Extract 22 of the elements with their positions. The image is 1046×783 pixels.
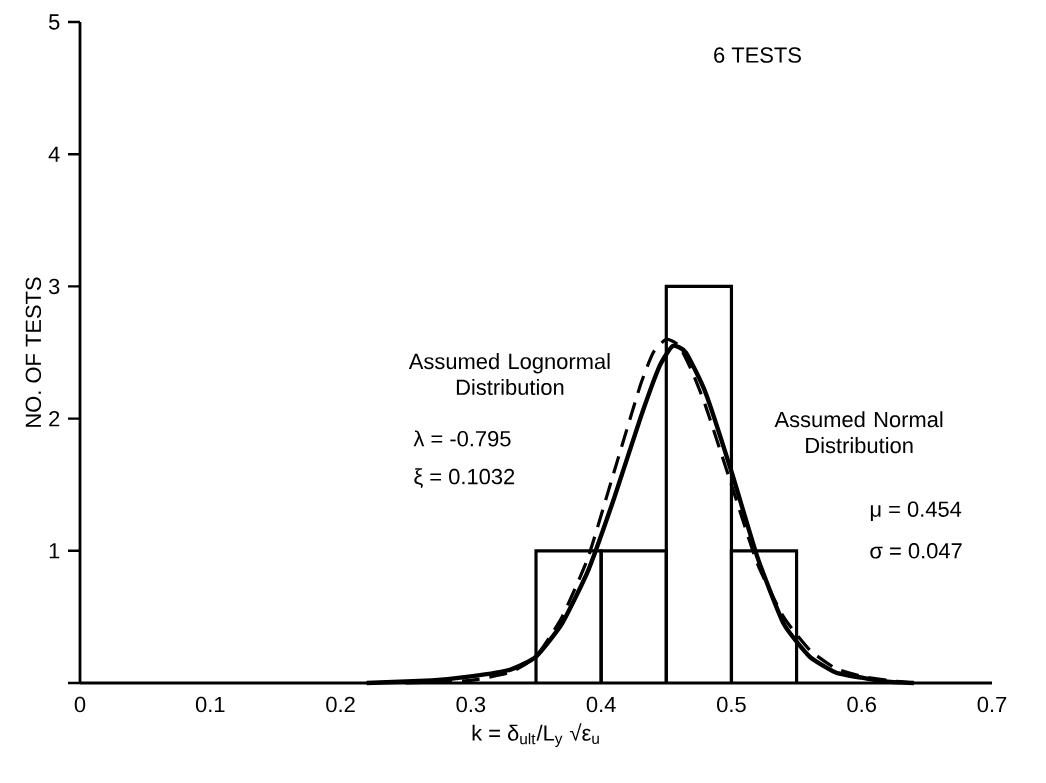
- text: 6 TESTS: [714, 47, 801, 63]
- annotation: ξ = 0.1032: [414, 468, 515, 488]
- y-axis-title: NO. OF TESTS: [25, 277, 42, 427]
- annotation: λ = -0.795: [413, 430, 511, 447]
- x-tick-label: 0.4: [586, 696, 616, 713]
- x-axis-title: k = δ$_{ult}$/L$_{y}$ √ε$_{u}$: [472, 723, 599, 748]
- x-tick-label: 0: [74, 696, 86, 713]
- y-tick-label: 4: [48, 146, 60, 162]
- x-tick-label: 0.2: [326, 696, 355, 713]
- x-tick-label: 0.6: [847, 696, 876, 713]
- annotation: σ = 0.047: [870, 543, 962, 559]
- series-label: Assumed Lognormal Distribution: [408, 353, 610, 396]
- x-tick-label: 0.7: [977, 696, 1007, 713]
- y-tick-label: 2: [49, 410, 60, 427]
- annotation: μ = 0.454: [870, 501, 962, 521]
- x-tick-label: 0.1: [195, 696, 225, 713]
- text: Assumed Normal Distribution: [774, 411, 943, 454]
- y-tick-label: 5: [48, 14, 60, 30]
- y-tick-label: 1: [49, 543, 60, 559]
- y-tick-label: 3: [48, 278, 60, 295]
- x-tick-label: 0.5: [717, 696, 746, 713]
- x-tick-label: 0.3: [456, 696, 486, 713]
